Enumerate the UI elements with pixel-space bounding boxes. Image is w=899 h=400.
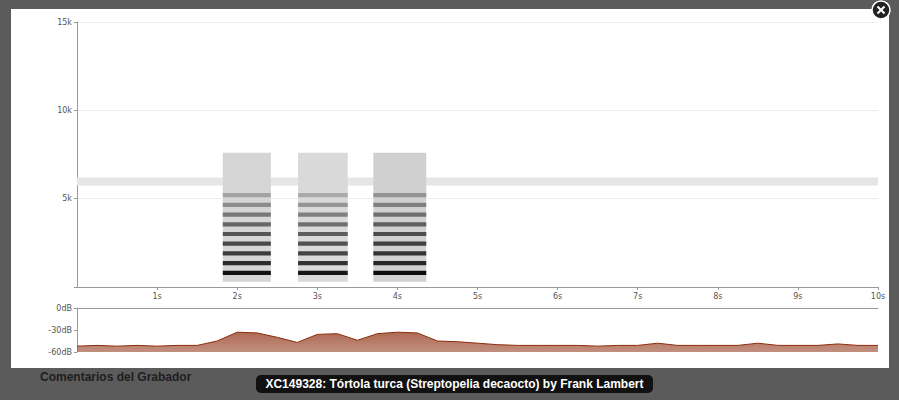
svg-text:5k: 5k: [62, 194, 72, 203]
svg-text:3s: 3s: [313, 292, 322, 301]
svg-text:5s: 5s: [473, 292, 482, 301]
svg-text:6s: 6s: [553, 292, 562, 301]
svg-text:1s: 1s: [152, 292, 161, 301]
html-text:Comentarios del Grabador: Comentarios del Grabador: [40, 370, 192, 384]
svg-text:15k: 15k: [57, 18, 72, 27]
svg-text:2s: 2s: [233, 292, 242, 301]
html-text:XC149328: Tórtola turca (Strep: XC149328: Tórtola turca (Streptopelia de…: [265, 377, 644, 391]
svg-text:-60dB: -60dB: [48, 348, 72, 357]
svg-text:9s: 9s: [793, 292, 802, 301]
svg-text:7s: 7s: [633, 292, 642, 301]
svg-text:10k: 10k: [57, 106, 72, 115]
svg-text:8s: 8s: [713, 292, 722, 301]
svg-text:0dB: 0dB: [56, 304, 72, 313]
svg-text:4s: 4s: [393, 292, 402, 301]
svg-text:10s: 10s: [871, 292, 885, 301]
svg-text:-30dB: -30dB: [48, 326, 72, 335]
